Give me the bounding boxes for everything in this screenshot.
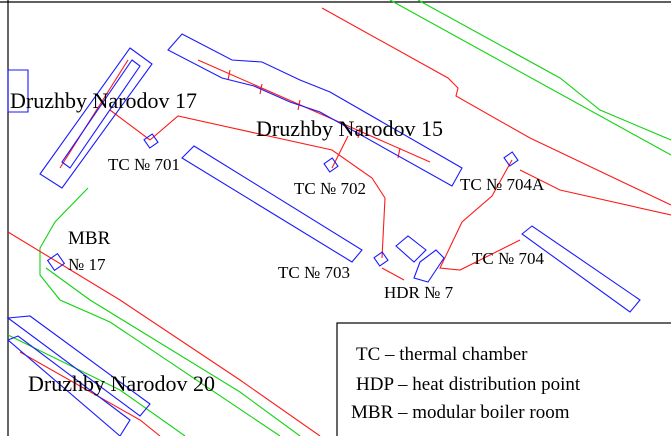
heat-line-hdr bbox=[381, 267, 405, 281]
heat-ticks-bldg15-1 bbox=[227, 69, 231, 81]
legend-hdp: HDP – heat distribution point bbox=[356, 374, 581, 395]
chamber-702 bbox=[323, 157, 339, 173]
building-druzhby-17 bbox=[39, 47, 153, 189]
building-hdr-a bbox=[395, 235, 427, 263]
heat-line-702-branch bbox=[331, 135, 349, 169]
roads bbox=[7, 0, 671, 436]
label-tc-702: TC № 702 bbox=[294, 179, 366, 198]
heat-line-bldg15 bbox=[197, 59, 431, 163]
chamber-704a bbox=[503, 151, 519, 167]
label-mbr-number: № 17 bbox=[68, 255, 106, 274]
label-druzhby-17: Druzhby Narodov 17 bbox=[10, 88, 197, 113]
label-tc-701: TC № 701 bbox=[108, 155, 180, 174]
legend-mbr: MBR – modular boiler room bbox=[351, 402, 570, 423]
building-east bbox=[181, 145, 363, 263]
mbr-box bbox=[46, 252, 66, 272]
legend-tc: TC – thermal chamber bbox=[356, 344, 528, 365]
heat-ticks-bldg15-4 bbox=[357, 127, 361, 139]
heat-line-701-bldg17 bbox=[109, 109, 151, 141]
label-druzhby-20: Druzhby Narodov 20 bbox=[28, 371, 215, 396]
label-tc-704: TC № 704 bbox=[472, 249, 544, 268]
building-druzhby-15 bbox=[167, 33, 463, 187]
heat-line-bottom-left bbox=[19, 351, 161, 436]
road-top-edge-1 bbox=[389, 0, 671, 156]
buildings bbox=[6, 33, 641, 436]
heat-line-704a bbox=[439, 159, 521, 271]
heat-main-top-2 bbox=[519, 169, 671, 216]
road-bottom-left bbox=[7, 334, 186, 436]
label-hdr-7: HDR № 7 bbox=[384, 283, 454, 302]
legend: TC – thermal chamber HDP – heat distribu… bbox=[336, 322, 671, 436]
building-druzhby-17-wing bbox=[7, 69, 29, 113]
building-south-block-2 bbox=[6, 335, 131, 436]
chamber-701 bbox=[143, 133, 159, 149]
building-704-block bbox=[521, 225, 641, 313]
road-top-edge-2 bbox=[417, 0, 671, 141]
label-tc-703: TC № 703 bbox=[278, 263, 350, 282]
building-hdr-b bbox=[413, 249, 445, 283]
legend-box bbox=[336, 322, 671, 436]
heat-main-top-1 bbox=[321, 7, 671, 206]
label-druzhby-15: Druzhby Narodov 15 bbox=[256, 116, 443, 141]
chamber-703 bbox=[373, 251, 389, 267]
building-south-block bbox=[6, 315, 151, 417]
heat-line-bldg17 bbox=[59, 59, 129, 169]
building-druzhby-17-inner bbox=[61, 59, 141, 169]
heat-line-701-702 bbox=[149, 115, 386, 259]
heat-main-left bbox=[7, 231, 321, 436]
label-tc-704a: TC № 704A bbox=[460, 175, 545, 194]
road-left-curve-inner bbox=[45, 267, 301, 436]
label-mbr-title: MBR bbox=[68, 228, 111, 249]
road-left-curve-outer bbox=[39, 187, 281, 436]
